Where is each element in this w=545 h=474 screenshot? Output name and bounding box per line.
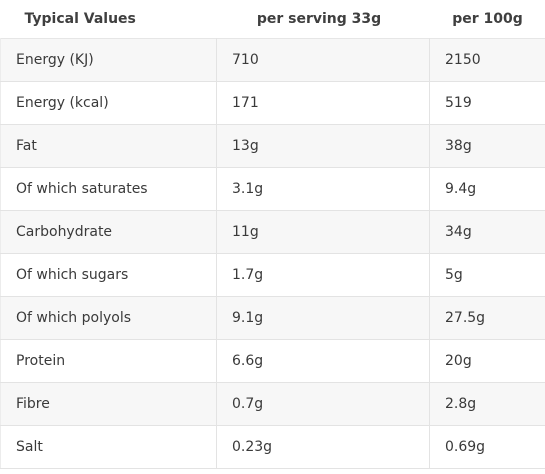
per-serving-value: 171: [216, 81, 430, 125]
header-row: Typical Values per serving 33g per 100g: [0, 0, 545, 39]
per-serving-value: 3.1g: [216, 167, 430, 211]
nutrient-label: Of which sugars: [0, 253, 217, 297]
per-100g-value: 9.4g: [429, 167, 545, 211]
per-serving-value: 13g: [216, 124, 430, 168]
table-row: Of which saturates 3.1g 9.4g: [0, 167, 545, 211]
per-serving-value: 710: [216, 38, 430, 82]
nutrient-label: Salt: [0, 425, 217, 469]
table-row: Protein 6.6g 20g: [0, 339, 545, 383]
per-serving-value: 0.23g: [216, 425, 430, 469]
per-serving-value: 11g: [216, 210, 430, 254]
per-serving-value: 6.6g: [216, 339, 430, 383]
table-row: Energy (kcal) 171 519: [0, 81, 545, 125]
table-body: Energy (KJ) 710 2150 Energy (kcal) 171 5…: [0, 38, 545, 469]
per-100g-value: 0.69g: [429, 425, 545, 469]
per-serving-value: 1.7g: [216, 253, 430, 297]
table-header: Typical Values per serving 33g per 100g: [0, 0, 545, 39]
table-row: Carbohydrate 11g 34g: [0, 210, 545, 254]
per-100g-value: 2.8g: [429, 382, 545, 426]
per-100g-value: 5g: [429, 253, 545, 297]
per-serving-value: 0.7g: [216, 382, 430, 426]
column-header-per-serving: per serving 33g: [216, 0, 430, 39]
table-row: Of which sugars 1.7g 5g: [0, 253, 545, 297]
column-header-typical-values: Typical Values: [0, 0, 217, 39]
per-100g-value: 27.5g: [429, 296, 545, 340]
nutrient-label: Fibre: [0, 382, 217, 426]
nutrient-label: Of which polyols: [0, 296, 217, 340]
table-row: Fat 13g 38g: [0, 124, 545, 168]
per-serving-value: 9.1g: [216, 296, 430, 340]
per-100g-value: 38g: [429, 124, 545, 168]
nutrient-label: Energy (kcal): [0, 81, 217, 125]
per-100g-value: 20g: [429, 339, 545, 383]
table-row: Energy (KJ) 710 2150: [0, 38, 545, 82]
nutrient-label: Protein: [0, 339, 217, 383]
per-100g-value: 519: [429, 81, 545, 125]
column-header-per-100g: per 100g: [429, 0, 545, 39]
nutrient-label: Of which saturates: [0, 167, 217, 211]
nutrient-label: Carbohydrate: [0, 210, 217, 254]
per-100g-value: 34g: [429, 210, 545, 254]
table-row: Fibre 0.7g 2.8g: [0, 382, 545, 426]
per-100g-value: 2150: [429, 38, 545, 82]
nutrient-label: Energy (KJ): [0, 38, 217, 82]
nutrient-label: Fat: [0, 124, 217, 168]
table-row: Of which polyols 9.1g 27.5g: [0, 296, 545, 340]
table-row: Salt 0.23g 0.69g: [0, 425, 545, 469]
